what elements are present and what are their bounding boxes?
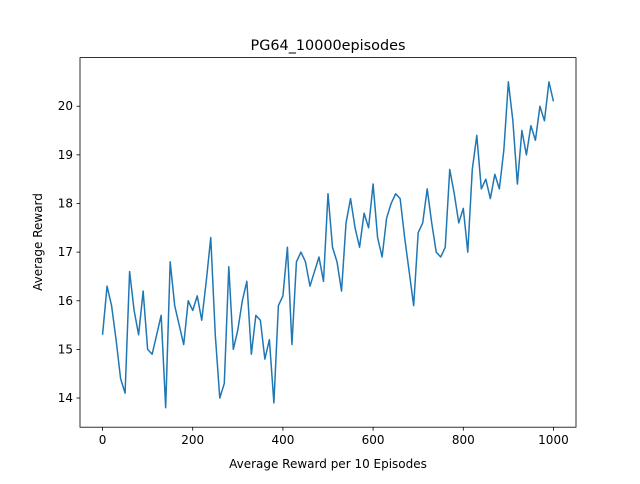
x-tick-label: 200 <box>181 433 204 447</box>
y-tick-label: 16 <box>58 294 73 308</box>
y-tick-label: 14 <box>58 391 73 405</box>
x-tick-label: 0 <box>99 433 107 447</box>
y-tick-label: 19 <box>58 148 73 162</box>
data-line <box>101 81 555 409</box>
x-tick-label: 1000 <box>538 433 569 447</box>
chart-title: PG64_10000episodes <box>251 38 406 54</box>
y-tick-label: 17 <box>58 245 73 259</box>
y-tick-label: 18 <box>58 196 73 210</box>
plot-area: 0 200 400 600 800 1000 14 15 16 17 18 19 20 <box>58 81 569 447</box>
x-tick-label: 600 <box>362 433 385 447</box>
x-tick-label: 800 <box>452 433 475 447</box>
y-tick-label: 15 <box>58 342 73 356</box>
y-axis-label: Average Reward <box>31 193 45 291</box>
x-axis-label: Average Reward per 10 Episodes <box>229 457 427 471</box>
axes-frame <box>79 57 577 428</box>
x-tick-label: 400 <box>271 433 294 447</box>
y-tick-label: 20 <box>58 99 73 113</box>
